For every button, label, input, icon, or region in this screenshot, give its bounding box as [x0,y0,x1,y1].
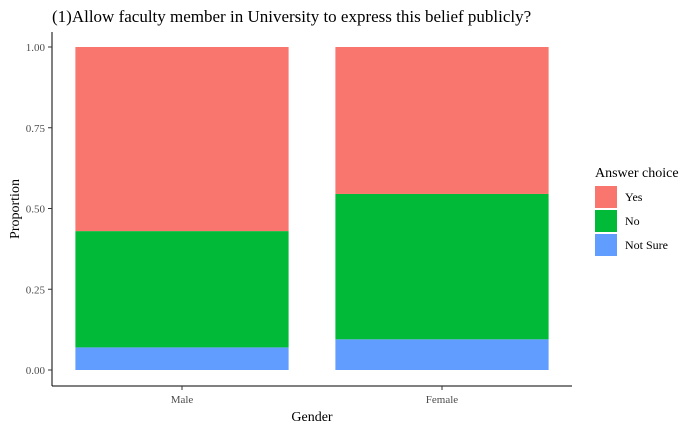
legend-swatch-no [595,210,617,232]
bar-male-not-sure [75,347,289,370]
legend-swatch-yes [595,186,617,208]
plot-area [75,47,549,370]
legend-label-not-sure: Not Sure [625,238,668,252]
bar-male-yes [75,47,289,232]
bar-female-yes [335,47,549,194]
y-tick-label: 0.00 [26,365,46,377]
x-tick-label: Female [426,394,458,406]
y-ticks: 0.00 0.25 0.50 0.75 1.00 [26,42,52,377]
legend-swatch-not-sure [595,234,617,256]
bar-female-not-sure [335,339,549,370]
legend-label-yes: Yes [625,190,643,204]
bar-female-no [335,193,549,340]
chart-title: (1)Allow faculty member in University to… [52,7,531,26]
legend-label-no: No [625,214,640,228]
y-tick-label: 1.00 [26,42,46,54]
x-tick-label: Male [171,394,194,406]
legend: Answer choice Yes No Not Sure [595,166,679,256]
legend-title: Answer choice [595,166,679,181]
y-tick-label: 0.25 [26,284,46,296]
y-axis-title: Proportion [8,179,23,239]
bar-male-no [75,231,289,348]
x-ticks: Male Female [171,386,458,406]
x-axis-title: Gender [291,410,333,425]
y-tick-label: 0.50 [26,204,46,216]
y-tick-label: 0.75 [26,123,46,135]
